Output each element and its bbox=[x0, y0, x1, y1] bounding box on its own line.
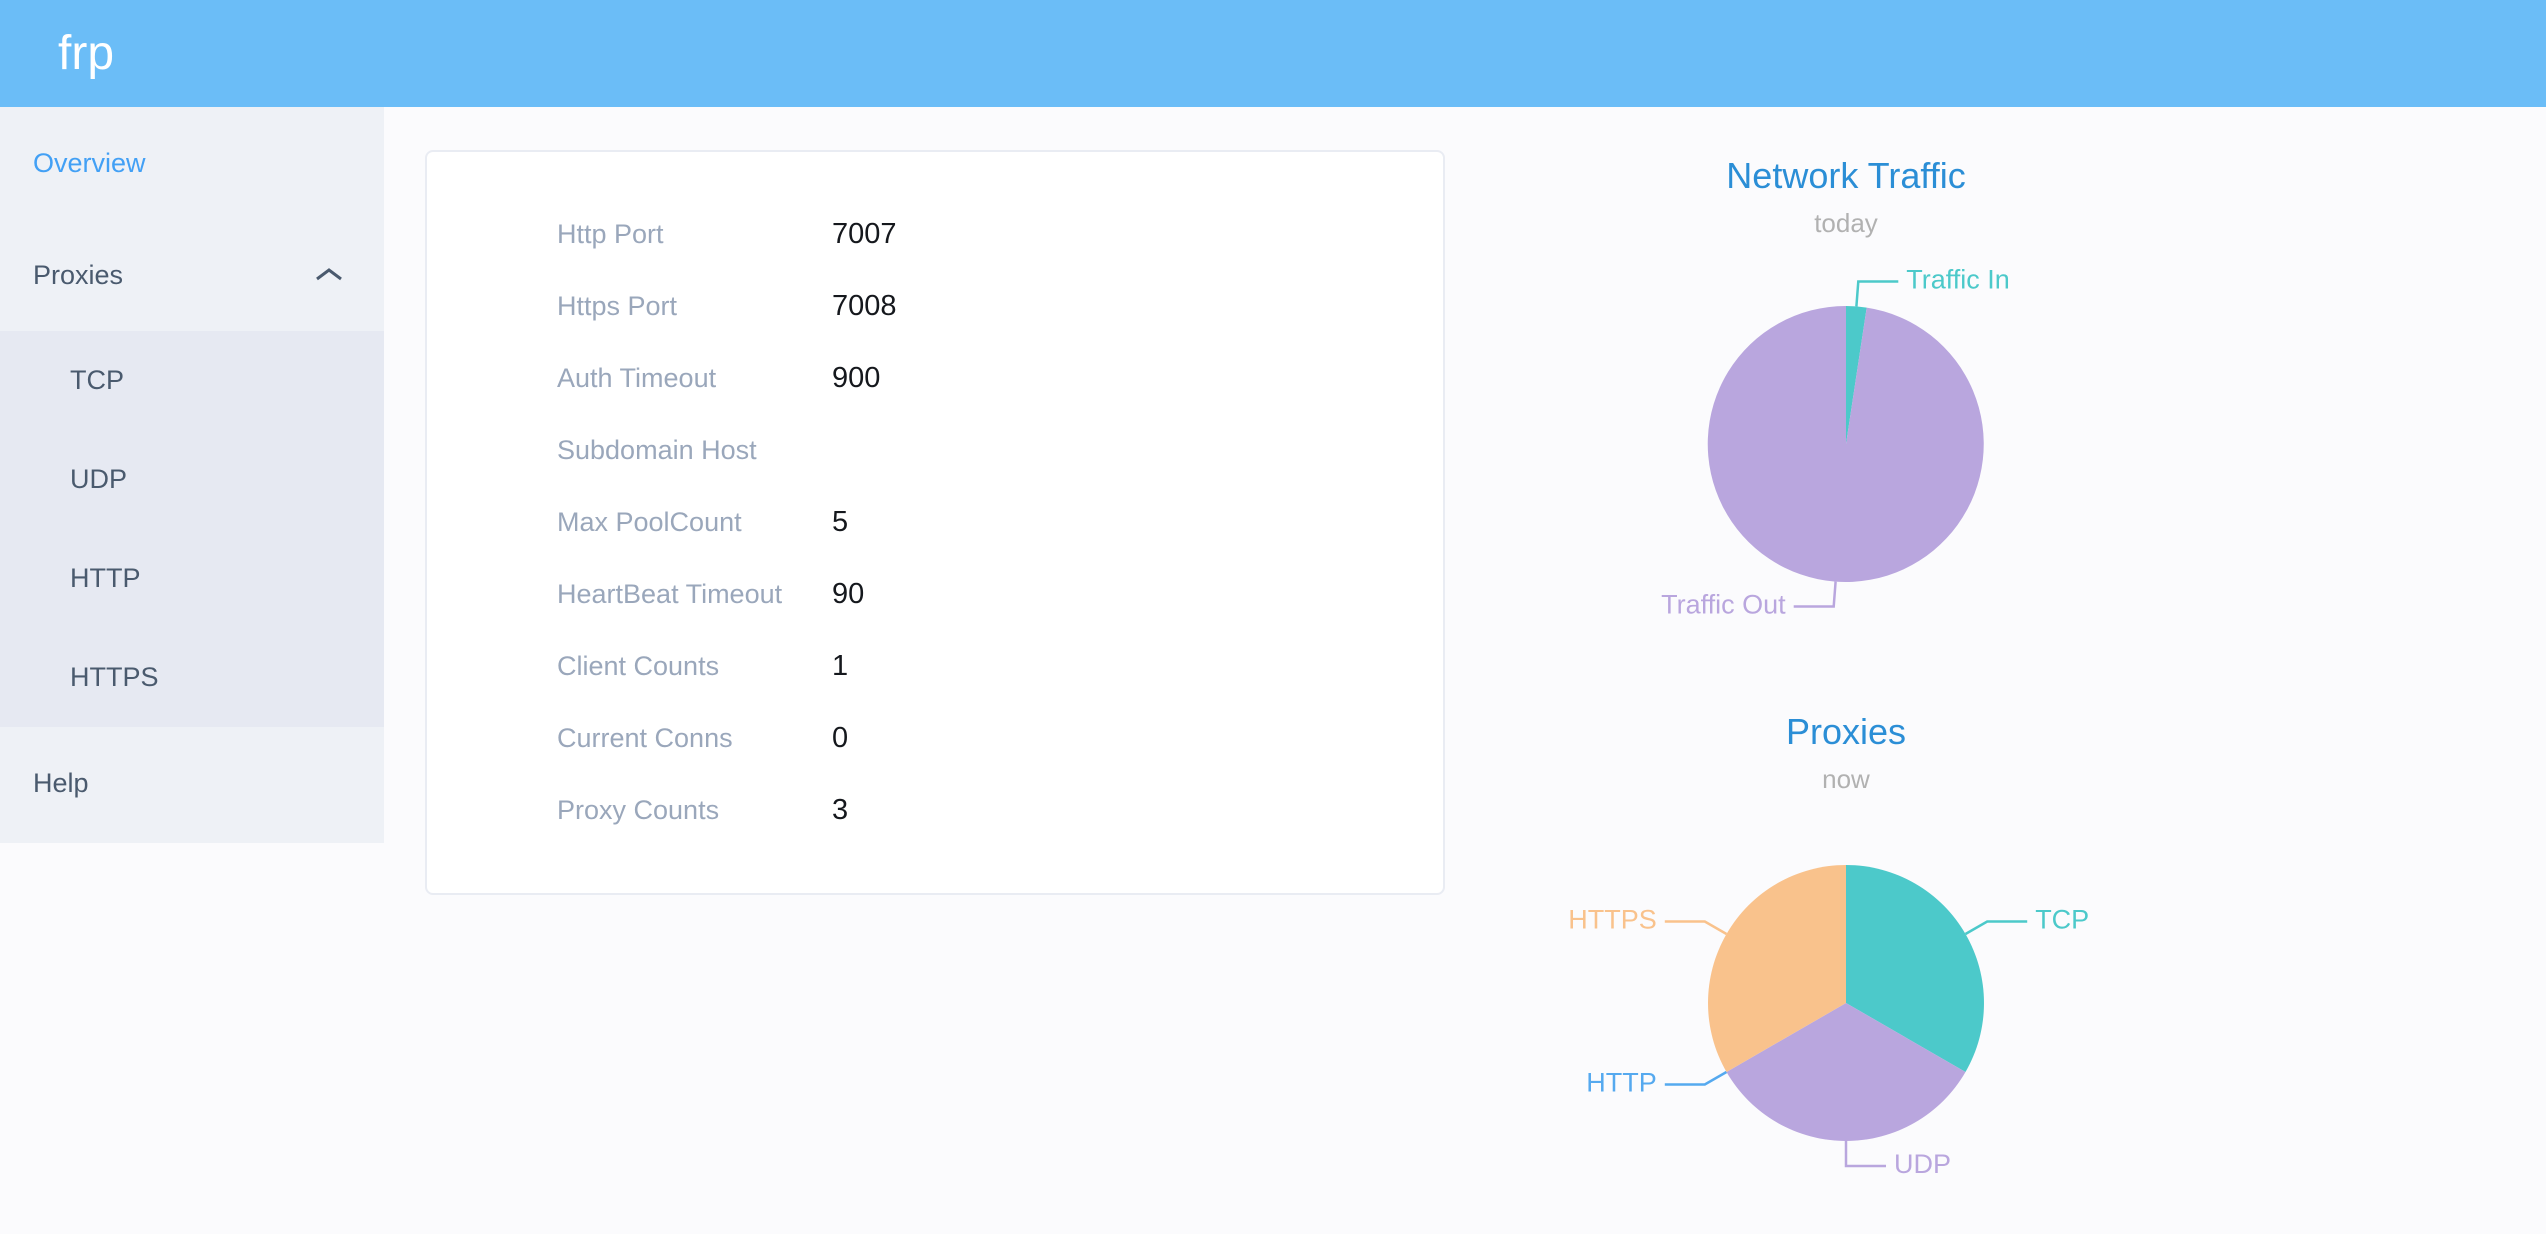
config-value: 90 bbox=[832, 577, 865, 610]
sidebar-item-https[interactable]: HTTPS bbox=[0, 628, 384, 727]
sidebar-item-tcp-label: TCP bbox=[70, 365, 124, 395]
pie-label-line-udp bbox=[1844, 1141, 1886, 1168]
sidebar-item-tcp[interactable]: TCP bbox=[0, 331, 384, 430]
chart-network-traffic-subtitle: today bbox=[1814, 208, 1878, 238]
config-row-proxy-counts: Proxy Counts 3 bbox=[557, 774, 1443, 846]
app-header: frp bbox=[0, 0, 2546, 107]
network-traffic-pie: Traffic In Traffic Out bbox=[1661, 265, 2010, 620]
sidebar-item-http-label: HTTP bbox=[70, 563, 141, 593]
sidebar-item-http[interactable]: HTTP bbox=[0, 529, 384, 628]
sidebar-item-overview[interactable]: Overview bbox=[0, 107, 384, 219]
chart-proxies-title: Proxies bbox=[1785, 711, 1907, 752]
sidebar-item-udp[interactable]: UDP bbox=[0, 430, 384, 529]
pie-slice-tcp[interactable] bbox=[1846, 865, 1984, 1072]
sidebar-item-https-label: HTTPS bbox=[70, 662, 159, 692]
config-value: 5 bbox=[832, 505, 849, 538]
config-label: Current Conns bbox=[557, 722, 733, 753]
pie-label-https: HTTPS bbox=[1568, 905, 1657, 935]
pie-label-udp: UDP bbox=[1894, 1149, 1951, 1179]
config-row-max-poolcount: Max PoolCount 5 bbox=[557, 486, 1443, 558]
sidebar-item-udp-label: UDP bbox=[70, 464, 128, 494]
config-row-auth-timeout: Auth Timeout 900 bbox=[557, 342, 1443, 414]
config-row-heartbeat-timeout: HeartBeat Timeout 90 bbox=[557, 558, 1443, 630]
pie-label-line-https bbox=[1664, 920, 1728, 936]
chart-network-traffic-title: Network Traffic bbox=[1726, 155, 1966, 196]
config-row-https-port: Https Port 7008 bbox=[557, 270, 1443, 342]
server-config-card: Http Port 7007 Https Port 7008 Auth Time… bbox=[425, 150, 1445, 895]
config-row-subdomain-host: Subdomain Host bbox=[557, 414, 1443, 486]
config-value: 7008 bbox=[832, 289, 897, 322]
sidebar-item-help-label: Help bbox=[33, 767, 89, 798]
config-row-client-counts: Client Counts 1 bbox=[557, 630, 1443, 702]
pie-slice-traffic-in[interactable] bbox=[1846, 306, 1867, 444]
sidebar-item-overview-label: Overview bbox=[33, 147, 146, 178]
config-value: 3 bbox=[832, 793, 849, 826]
pie-label-line-traffic-out bbox=[1793, 581, 1837, 608]
config-label: Auth Timeout bbox=[557, 362, 717, 393]
pie-slice-traffic-out[interactable] bbox=[1707, 305, 1984, 582]
config-row-current-conns: Current Conns 0 bbox=[557, 702, 1443, 774]
pie-slice-https[interactable] bbox=[1708, 865, 1846, 1072]
sidebar: Overview Proxies TCP UDP HTTP HTTPS Help bbox=[0, 107, 384, 843]
sidebar-submenu-proxies: TCP UDP HTTP HTTPS bbox=[0, 331, 384, 727]
pie-label-line-traffic-in bbox=[1855, 280, 1899, 307]
chevron-up-icon bbox=[314, 266, 344, 284]
config-label: Subdomain Host bbox=[557, 434, 757, 465]
pie-label-http: HTTP bbox=[1586, 1068, 1657, 1098]
server-config-rows: Http Port 7007 Https Port 7008 Auth Time… bbox=[427, 152, 1443, 846]
config-label: Https Port bbox=[557, 290, 678, 321]
pie-label-traffic-out: Traffic Out bbox=[1661, 590, 1786, 620]
chart-network-traffic: Network Traffic today Traffic In Traffic … bbox=[1446, 150, 2246, 678]
config-value: 0 bbox=[832, 721, 849, 754]
config-row-http-port: Http Port 7007 bbox=[557, 198, 1443, 270]
frp-logo: frp bbox=[58, 27, 115, 80]
pie-label-traffic-in: Traffic In bbox=[1906, 265, 2010, 295]
sidebar-item-proxies-label: Proxies bbox=[33, 259, 124, 290]
config-label: Http Port bbox=[557, 218, 664, 249]
proxies-pie: TCP UDP HTTP HTTPS bbox=[1568, 865, 2089, 1179]
config-label: HeartBeat Timeout bbox=[557, 578, 783, 609]
pie-label-line-http bbox=[1664, 1070, 1728, 1086]
chart-proxies: Proxies now TCP UDP HTTP HTTPS bbox=[1446, 706, 2246, 1232]
pie-label-tcp: TCP bbox=[2035, 905, 2089, 935]
config-value: 1 bbox=[832, 649, 849, 682]
config-value: 900 bbox=[832, 361, 881, 394]
config-label: Proxy Counts bbox=[557, 794, 720, 825]
chart-proxies-subtitle: now bbox=[1822, 764, 1870, 794]
config-value: 7007 bbox=[832, 217, 897, 250]
sidebar-item-proxies[interactable]: Proxies bbox=[0, 219, 384, 331]
config-label: Client Counts bbox=[557, 650, 720, 681]
pie-slice-udp[interactable] bbox=[1726, 1003, 1966, 1141]
sidebar-item-help[interactable]: Help bbox=[0, 727, 384, 839]
pie-label-line-tcp bbox=[1964, 920, 2028, 936]
config-label: Max PoolCount bbox=[557, 506, 742, 537]
